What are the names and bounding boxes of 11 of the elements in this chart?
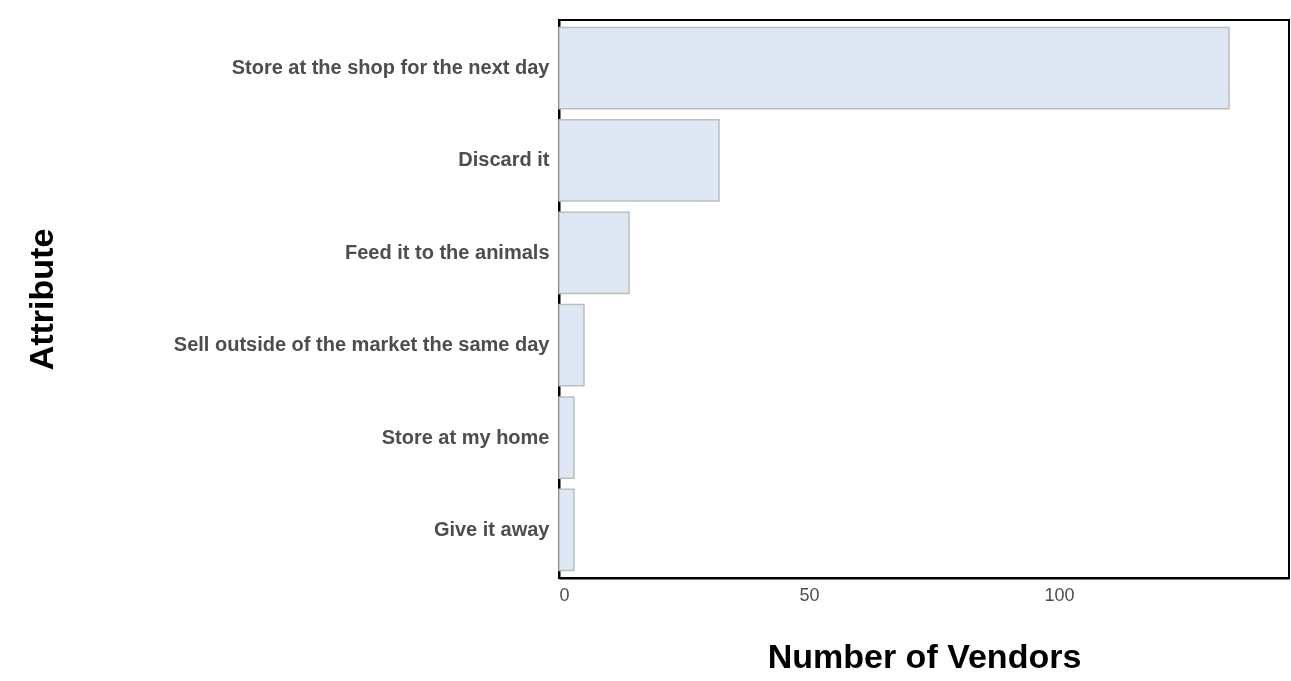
y-tick-label: Give it away (433, 517, 551, 540)
y-tick-label: Store at my home (381, 425, 550, 448)
y-axis-title: Attribute (21, 228, 60, 371)
x-tick-label: 0 (559, 584, 570, 605)
y-tick-label: Feed it to the animals (345, 240, 550, 263)
y-tick-label: Discard it (458, 148, 550, 171)
x-tick-label: 50 (799, 584, 820, 605)
y-tick-label: Store at the shop for the next day (231, 56, 551, 79)
x-tick-label: 100 (1044, 584, 1075, 605)
y-tick-label: Sell outside of the market the same day (173, 333, 551, 356)
x-axis-title: Number of Vendors (767, 636, 1082, 675)
